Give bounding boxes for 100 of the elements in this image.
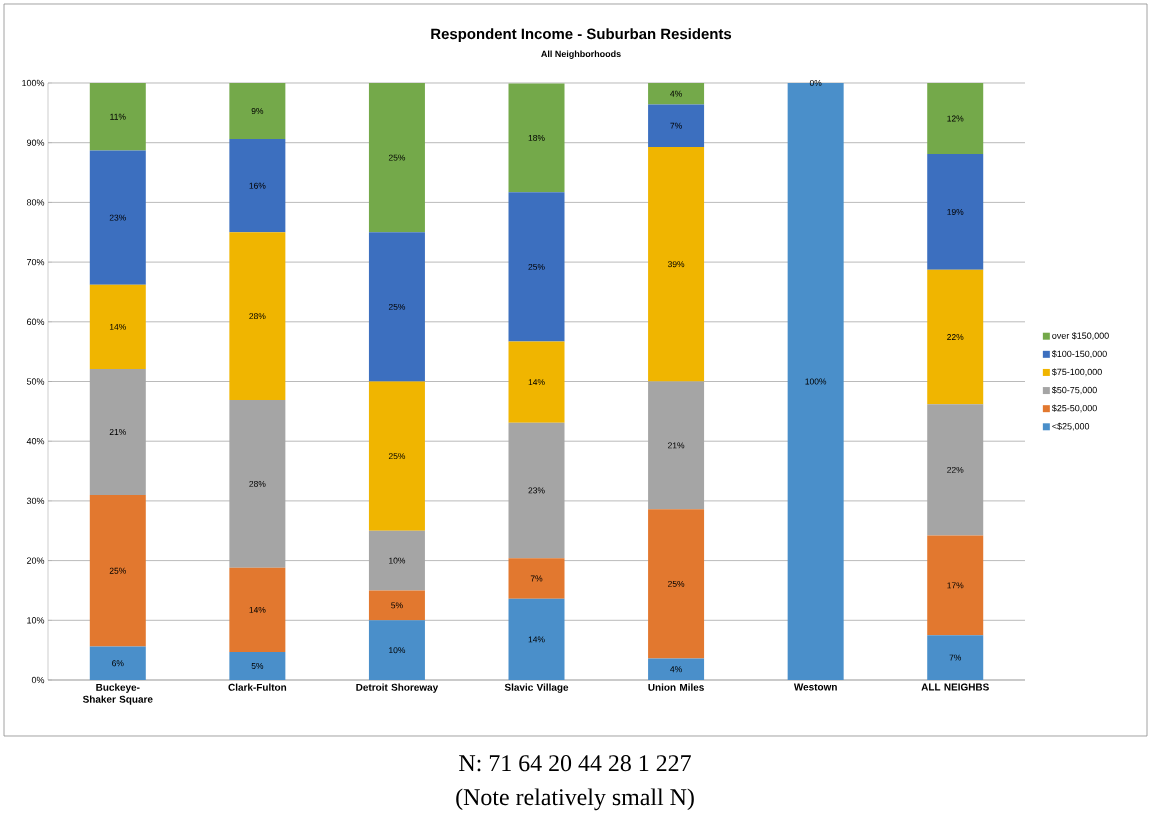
bar [648, 104, 705, 147]
bar [89, 150, 146, 285]
x-tick-label: Slavic Village [504, 683, 569, 693]
bar [368, 620, 425, 680]
y-tick-label: 80% [26, 199, 45, 206]
data-label: 17% [947, 582, 964, 589]
data-label: 11% [110, 113, 126, 120]
bar [89, 284, 146, 369]
y-tick-label: 50% [26, 378, 45, 385]
data-label: 25% [528, 263, 545, 270]
data-label: 7% [530, 575, 543, 582]
bar [368, 232, 425, 382]
data-label: 4% [670, 90, 682, 97]
y-tick-label: 0% [31, 676, 45, 684]
bar [229, 139, 286, 233]
bar [89, 83, 146, 151]
bar [648, 83, 705, 105]
data-label: 25% [388, 453, 406, 460]
y-tick-label: 60% [27, 318, 45, 325]
data-label: 18% [528, 134, 545, 141]
data-label: 23% [528, 487, 545, 494]
y-tick-label: 40% [26, 438, 45, 445]
bar [508, 192, 565, 342]
data-label: 14% [528, 379, 545, 386]
bar [368, 83, 425, 233]
data-label: 39% [667, 261, 685, 268]
bar [89, 494, 146, 647]
data-label: 16% [249, 182, 266, 189]
bar [508, 83, 565, 193]
legend-label: $25-50,000 [1051, 404, 1097, 413]
bar [368, 530, 425, 591]
legend-label: $50-75,000 [1051, 386, 1097, 395]
bar [508, 558, 565, 599]
data-label: 10% [389, 647, 406, 654]
data-label: 28% [249, 313, 266, 320]
data-label: 25% [109, 567, 126, 574]
bar [927, 154, 984, 270]
data-label: 23% [109, 214, 126, 221]
y-tick-label: 100% [22, 79, 45, 87]
legend-label: over $150,000 [1052, 332, 1109, 340]
x-tick-label: Union Miles [648, 683, 704, 691]
bar [648, 658, 705, 680]
legend-label: <$25,000 [1052, 422, 1090, 431]
bar [508, 422, 565, 559]
data-label: 12% [947, 115, 964, 122]
x-tick-label: Clark-Fulton [228, 683, 287, 691]
data-label: 22% [947, 334, 964, 340]
data-label: 25% [388, 303, 406, 310]
chart-subtitle: All Neighborhoods [541, 50, 621, 59]
bar [508, 341, 565, 423]
bar [368, 381, 425, 531]
y-tick-label: 70% [27, 258, 45, 266]
bar [927, 404, 984, 536]
x-tick-label: ALL NEIGHBS [921, 683, 989, 691]
data-label: 25% [668, 580, 685, 587]
bar [229, 232, 286, 401]
data-label: 14% [249, 606, 266, 613]
x-tick-label: Buckeye-Shaker Square [82, 683, 153, 705]
bar [229, 83, 286, 140]
bar [89, 368, 146, 495]
bar [648, 146, 705, 382]
legend-label: $100-150,000 [1051, 350, 1107, 359]
data-label: 5% [391, 602, 403, 609]
data-label: 22% [947, 466, 964, 473]
bar [648, 509, 705, 659]
legend-label: $75-100,000 [1051, 368, 1102, 377]
text: N: 71 64 20 44 28 1 227 [459, 755, 691, 772]
data-label: 4% [670, 666, 682, 673]
bar [229, 567, 286, 652]
data-label: 21% [109, 428, 126, 435]
bar [368, 590, 425, 621]
data-label: 7% [670, 122, 682, 129]
y-tick-label: 10% [27, 617, 45, 624]
chart-title: Respondent Income - Suburban Residents [431, 28, 732, 43]
data-label: 6% [112, 660, 124, 667]
data-label: 25% [388, 154, 406, 161]
data-label: 0% [809, 80, 822, 86]
y-tick-label: 30% [26, 497, 45, 505]
data-label: 19% [947, 208, 964, 215]
data-label: 14% [528, 636, 545, 643]
data-label: 100% [805, 378, 827, 385]
data-label: 10% [389, 557, 406, 564]
data-label: 7% [949, 654, 962, 661]
bar [927, 269, 984, 405]
data-label: 14% [109, 323, 126, 330]
y-tick-label: 90% [26, 139, 45, 146]
data-label: 5% [251, 663, 264, 669]
data-label: 21% [668, 442, 685, 449]
bar [508, 598, 565, 680]
bar [927, 535, 984, 636]
bar [927, 635, 984, 680]
bar [927, 83, 984, 155]
bar [229, 400, 286, 568]
data-label: 28% [249, 480, 266, 487]
bar [648, 381, 705, 510]
text: (Note relatively small N) [456, 788, 694, 811]
y-tick-label: 20% [27, 557, 45, 564]
bar [89, 646, 146, 680]
x-tick-label: Detroit Shoreway [356, 683, 439, 693]
data-label: 9% [251, 108, 264, 115]
